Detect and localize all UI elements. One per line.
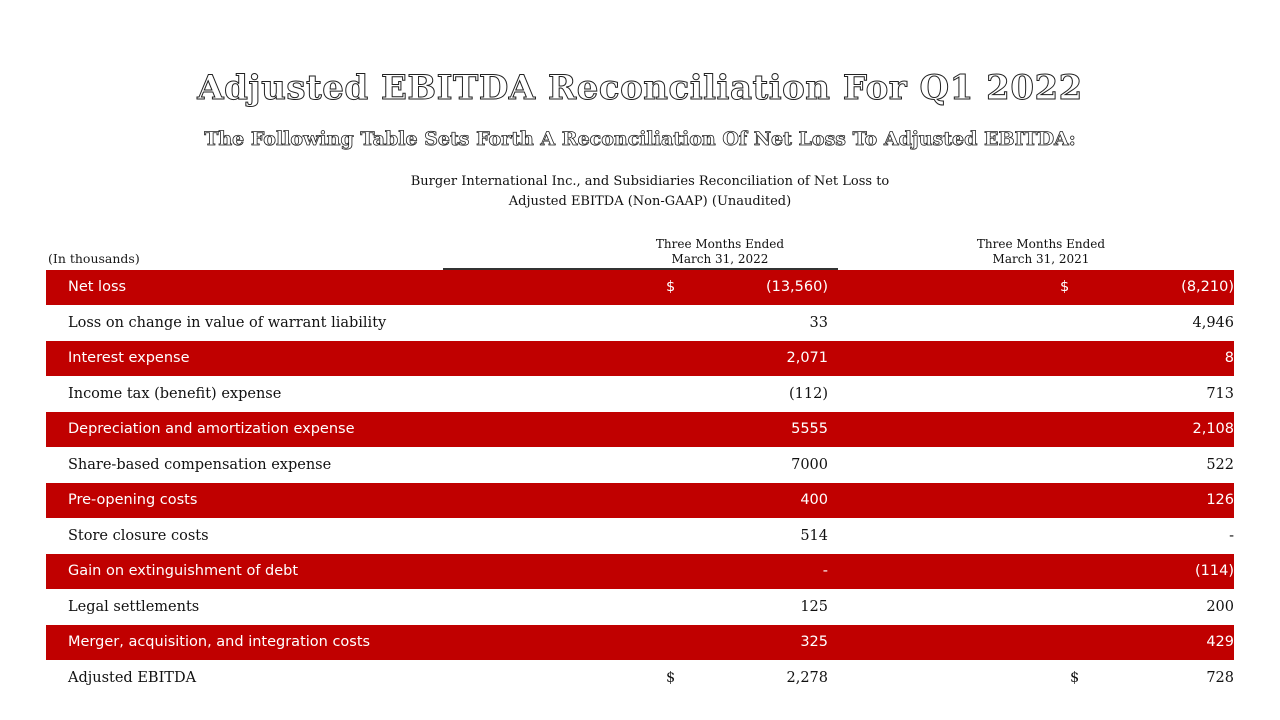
- table-row: Pre-opening costs 400 126: [46, 483, 1234, 518]
- row-label: Interest expense: [68, 350, 190, 366]
- column-header-2022-line2: March 31, 2022: [671, 252, 769, 266]
- company-heading-line1: Burger International Inc., and Subsidiar…: [410, 174, 890, 189]
- value-2022: (112): [789, 386, 828, 402]
- currency-symbol: $: [666, 670, 676, 686]
- table-row: Share-based compensation expense 7000 52…: [46, 448, 1234, 483]
- page-subtitle: The Following Table Sets Forth A Reconci…: [204, 128, 1076, 151]
- table-row: Net loss $ (13,560) $ (8,210): [46, 270, 1234, 305]
- value-2022: (13,560): [765, 279, 828, 295]
- table-row: Legal settlements 125 200: [46, 590, 1234, 625]
- value-2021: 728: [1206, 670, 1234, 686]
- value-2022: 2,278: [786, 670, 828, 686]
- value-2022: 325: [800, 634, 828, 650]
- column-header-2021-line1: Three Months Ended: [976, 237, 1106, 251]
- row-label: Store closure costs: [68, 528, 209, 544]
- value-2022: -: [822, 563, 828, 579]
- value-2022: 5555: [791, 421, 828, 437]
- table-row: Gain on extinguishment of debt - (114): [46, 554, 1234, 589]
- row-label: Adjusted EBITDA: [68, 670, 197, 686]
- value-2021: 429: [1206, 634, 1234, 650]
- column-header-2021-line2: March 31, 2021: [992, 252, 1090, 266]
- currency-symbol: $: [1070, 670, 1080, 686]
- value-2021: 522: [1206, 457, 1234, 473]
- row-label: Share-based compensation expense: [68, 457, 332, 473]
- value-2021: 713: [1206, 386, 1234, 402]
- table-row: Depreciation and amortization expense 55…: [46, 412, 1234, 447]
- value-2021: 126: [1206, 492, 1234, 508]
- company-heading-line2: Adjusted EBITDA (Non-GAAP) (Unaudited): [508, 194, 792, 209]
- value-2022: 2,071: [786, 350, 828, 366]
- row-label: Depreciation and amortization expense: [68, 421, 355, 437]
- value-2021: 4,946: [1192, 315, 1234, 331]
- column-header-2022-line1: Three Months Ended: [655, 237, 785, 251]
- row-label: Loss on change in value of warrant liabi…: [68, 315, 387, 331]
- value-2021: 2,108: [1192, 421, 1234, 437]
- column-header-2021: Three Months Ended March 31, 2021: [911, 237, 1171, 267]
- table-row: Loss on change in value of warrant liabi…: [46, 306, 1234, 341]
- row-label: Gain on extinguishment of debt: [68, 563, 299, 579]
- value-2021: 200: [1206, 599, 1234, 615]
- header-divider: [443, 268, 838, 270]
- company-heading: Burger International Inc., and Subsidiar…: [350, 172, 950, 212]
- units-label: (In thousands): [48, 251, 140, 266]
- value-2022: 514: [800, 528, 828, 544]
- column-header-2022: Three Months Ended March 31, 2022: [590, 237, 850, 267]
- page-title: Adjusted EBITDA Reconciliation For Q1 20…: [197, 68, 1083, 109]
- row-label: Net loss: [68, 279, 127, 295]
- row-label: Income tax (benefit) expense: [68, 386, 282, 402]
- table-row: Merger, acquisition, and integration cos…: [46, 625, 1234, 660]
- row-label: Pre-opening costs: [68, 492, 198, 508]
- value-2021: 8: [1224, 350, 1234, 366]
- table-row: Store closure costs 514 -: [46, 519, 1234, 554]
- value-2021: -: [1229, 528, 1234, 544]
- table-row: Income tax (benefit) expense (112) 713: [46, 377, 1234, 412]
- table-row-total: Adjusted EBITDA $ 2,278 $ 728: [46, 661, 1234, 696]
- currency-symbol: $: [666, 279, 676, 295]
- value-2022: 7000: [791, 457, 828, 473]
- table-row: Interest expense 2,071 8: [46, 341, 1234, 376]
- row-label: Merger, acquisition, and integration cos…: [68, 634, 371, 650]
- row-label: Legal settlements: [68, 599, 200, 615]
- value-2022: 125: [800, 599, 828, 615]
- value-2022: 400: [800, 492, 828, 508]
- value-2022: 33: [809, 315, 828, 331]
- value-2021: (114): [1195, 563, 1234, 579]
- currency-symbol: $: [1060, 279, 1070, 295]
- value-2021: (8,210): [1181, 279, 1234, 295]
